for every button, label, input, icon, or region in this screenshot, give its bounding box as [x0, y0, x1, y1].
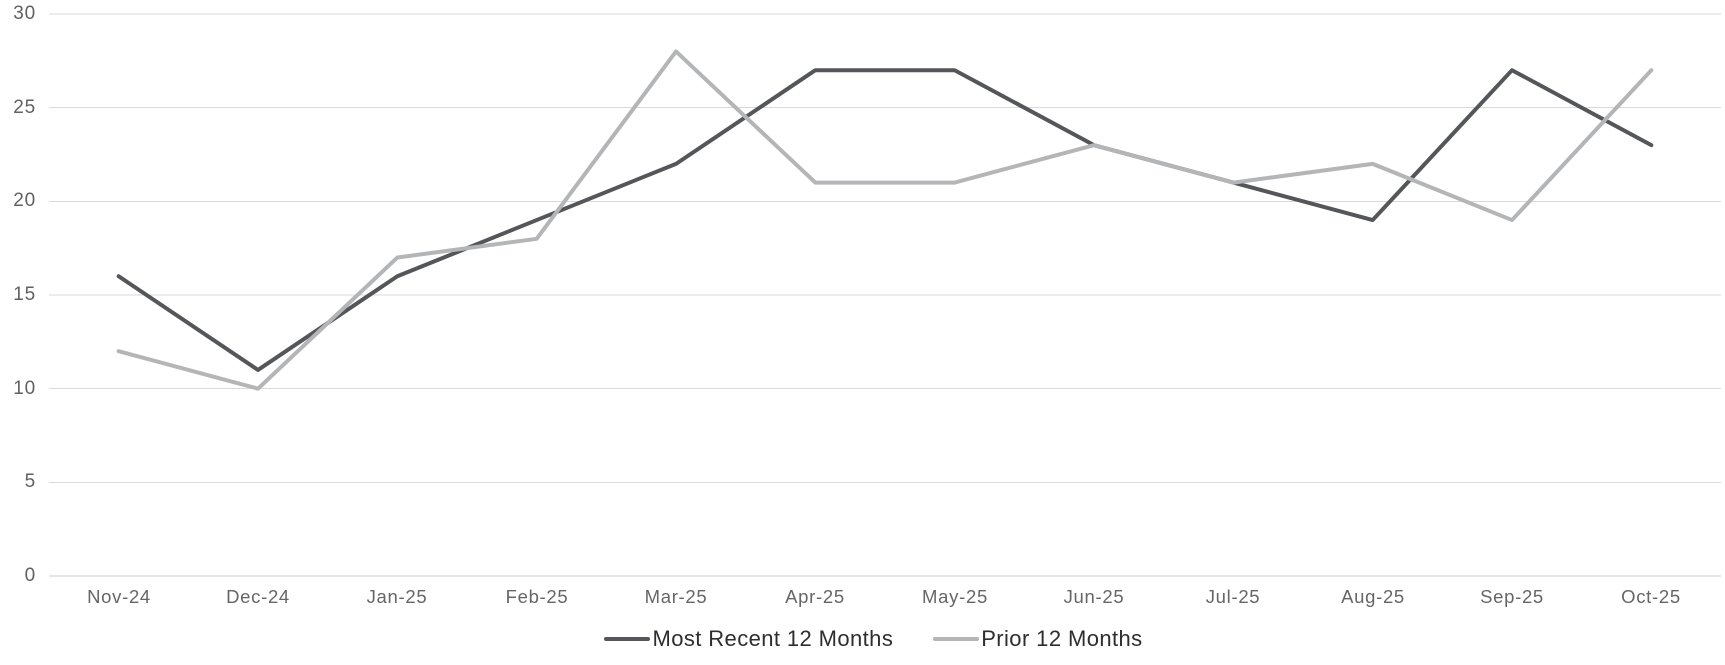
series-line-prior-12-months [116, 49, 1654, 391]
x-axis-category-label: Jul-25 [1205, 586, 1261, 607]
legend-item-most-recent-12-months: Most Recent 12 Months [604, 626, 893, 652]
legend-line-swatch-prior [933, 637, 980, 641]
legend-item-prior-12-months: Prior 12 Months [933, 626, 1142, 652]
x-axis-category-label: Apr-25 [785, 586, 845, 607]
x-axis-category-label: Oct-25 [1621, 586, 1681, 607]
x-axis-category-label: Jun-25 [1063, 586, 1125, 607]
x-axis-category-label: Aug-25 [1341, 586, 1405, 607]
legend-label: Prior 12 Months [981, 626, 1143, 651]
y-axis-tick-label: 0 [24, 565, 36, 586]
y-axis-tick-label: 30 [13, 3, 36, 24]
legend: Most Recent 12 Months Prior 12 Months [0, 622, 1725, 656]
y-axis-tick-label: 5 [24, 471, 36, 493]
y-axis-tick-label: 20 [13, 190, 36, 212]
y-axis-tick-label: 15 [13, 284, 36, 305]
series-line-most-recent-12-months [116, 68, 1654, 372]
x-axis-category-label: May-25 [922, 586, 988, 607]
x-axis-category-label: Dec-24 [226, 586, 290, 607]
x-axis-category-label: Sep-25 [1480, 586, 1544, 607]
x-axis-category-label: Mar-25 [644, 586, 708, 607]
gridlines [49, 13, 1721, 577]
legend-label: Most Recent 12 Months [652, 626, 894, 651]
x-axis-category-label: Jan-25 [366, 586, 428, 607]
y-axis-tick-label: 25 [13, 96, 36, 118]
x-axis-category-label: Nov-24 [87, 586, 151, 607]
y-axis-tick-label: 10 [13, 377, 36, 399]
legend-line-swatch-most-recent [604, 637, 651, 641]
x-axis-category-label: Feb-25 [505, 586, 569, 607]
